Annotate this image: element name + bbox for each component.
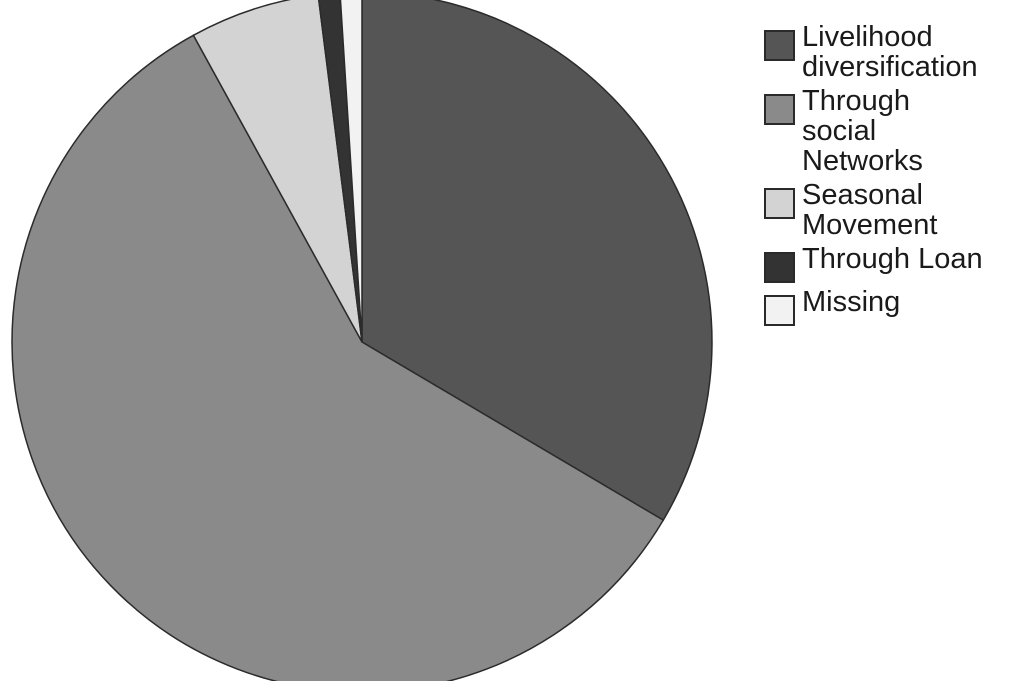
legend-label: Through social Networks bbox=[802, 85, 923, 177]
pie-plot bbox=[11, 0, 713, 686]
pie-slice-livelihood-diversification bbox=[361, 0, 713, 522]
legend-item-livelihood-diversification: Livelihood diversification bbox=[764, 22, 1008, 82]
legend-label: Livelihood diversification bbox=[802, 21, 978, 83]
legend-swatch bbox=[764, 252, 795, 283]
pie-slice-seasonal-movement bbox=[192, 0, 363, 343]
legend-item-missing: Missing bbox=[764, 287, 1008, 326]
legend-label: Missing bbox=[802, 286, 901, 318]
legend-item-seasonal-movement: Seasonal Movement bbox=[764, 180, 1008, 240]
legend-swatch bbox=[764, 94, 795, 125]
legend-swatch bbox=[764, 188, 795, 219]
pie-slice-missing bbox=[339, 0, 363, 343]
legend: Livelihood diversification Through socia… bbox=[764, 22, 1008, 330]
legend-label: Seasonal Movement bbox=[802, 179, 938, 241]
legend-item-through-loan: Through Loan bbox=[764, 244, 1008, 283]
pie-slice-through-social-networks bbox=[11, 34, 665, 686]
legend-swatch bbox=[764, 295, 795, 326]
pie-slice-through-loan bbox=[318, 0, 363, 343]
legend-item-through-social-networks: Through social Networks bbox=[764, 86, 1008, 176]
legend-swatch bbox=[764, 30, 795, 61]
legend-label: Through Loan bbox=[802, 243, 983, 275]
